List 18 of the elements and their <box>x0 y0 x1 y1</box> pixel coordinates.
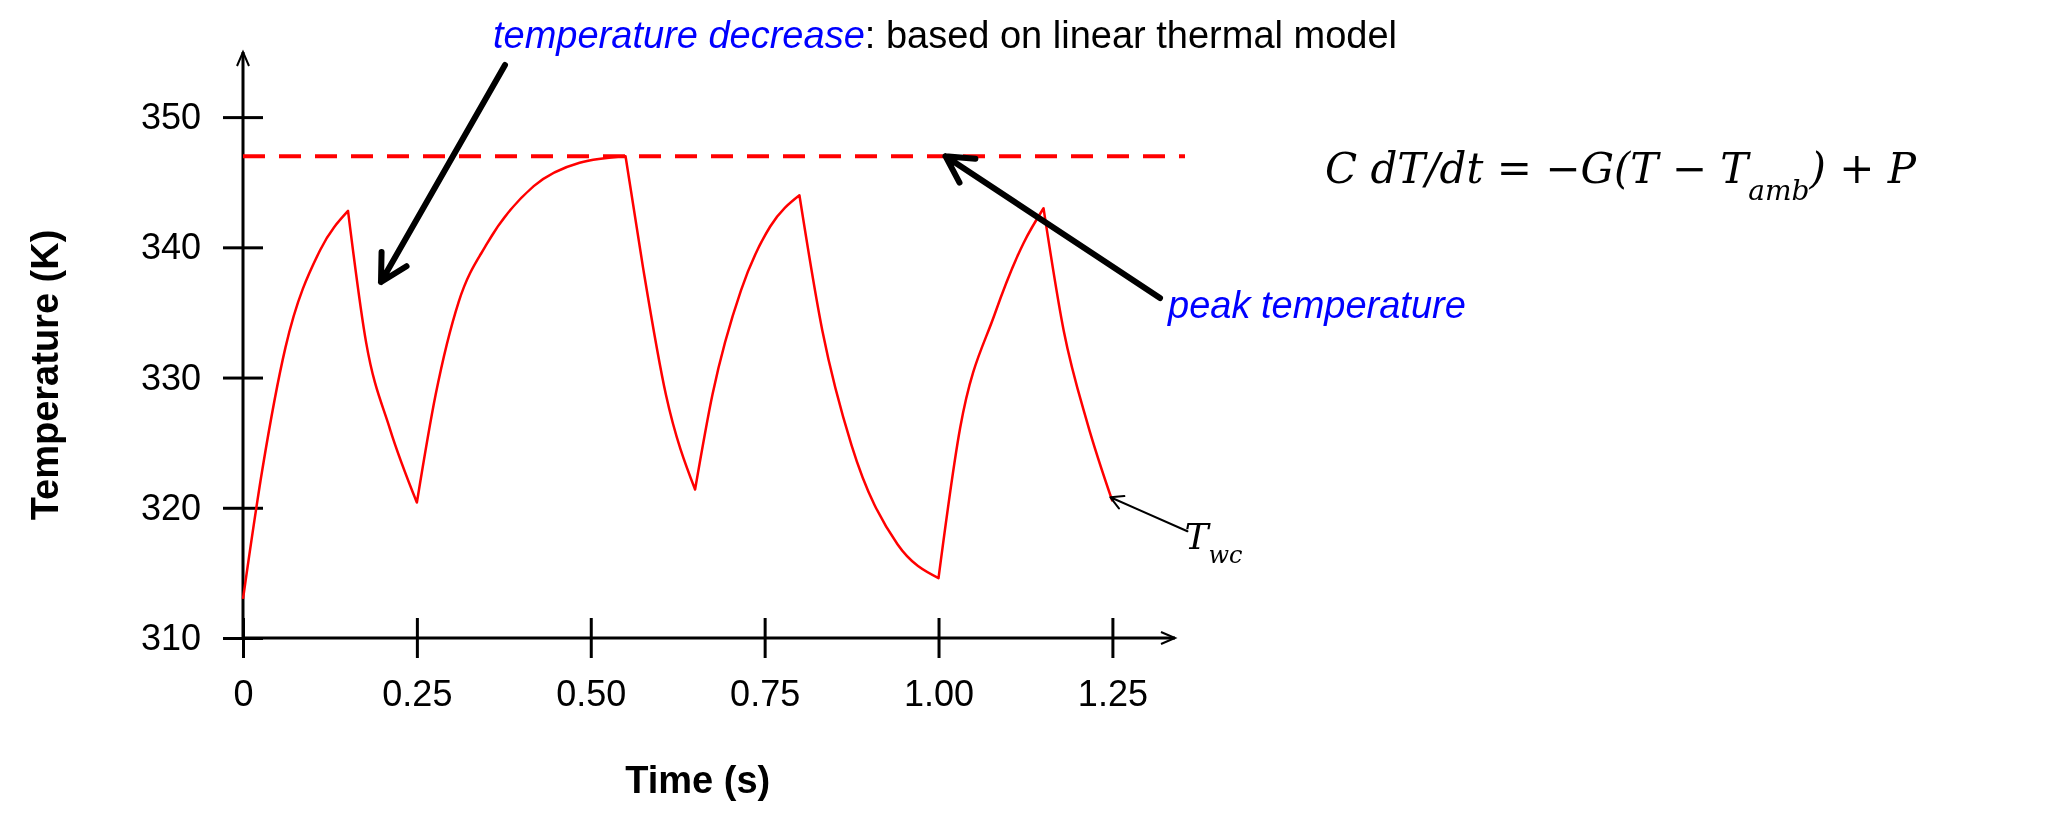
text: C dT/dt = −G(T − T$_{amb}$) + P <box>1325 144 1917 207</box>
annotation: temperature decrease <box>493 14 865 56</box>
x-tick-label: 0 <box>233 672 254 714</box>
x-axis-title: Time (s) <box>625 759 771 801</box>
x-tick-label: 0.50 <box>556 672 627 714</box>
y-tick-label: 330 <box>140 356 201 398</box>
annotation: peak temperature <box>1167 284 1466 326</box>
x-tick-label: 0.25 <box>382 672 453 714</box>
y-tick-label: 310 <box>140 617 201 659</box>
x-tick-label: 1.25 <box>1077 672 1148 714</box>
annotation: : based on linear thermal model <box>864 14 1398 56</box>
x-tick-label: 0.75 <box>730 672 801 714</box>
y-tick-label: 350 <box>140 96 201 138</box>
y-axis-title: Temperature (K) <box>24 229 66 521</box>
y-tick-label: 340 <box>140 226 201 268</box>
text: T$_{wc}$ <box>1184 516 1243 570</box>
x-tick-label: 1.00 <box>903 672 975 714</box>
y-tick-label: 320 <box>140 486 201 528</box>
